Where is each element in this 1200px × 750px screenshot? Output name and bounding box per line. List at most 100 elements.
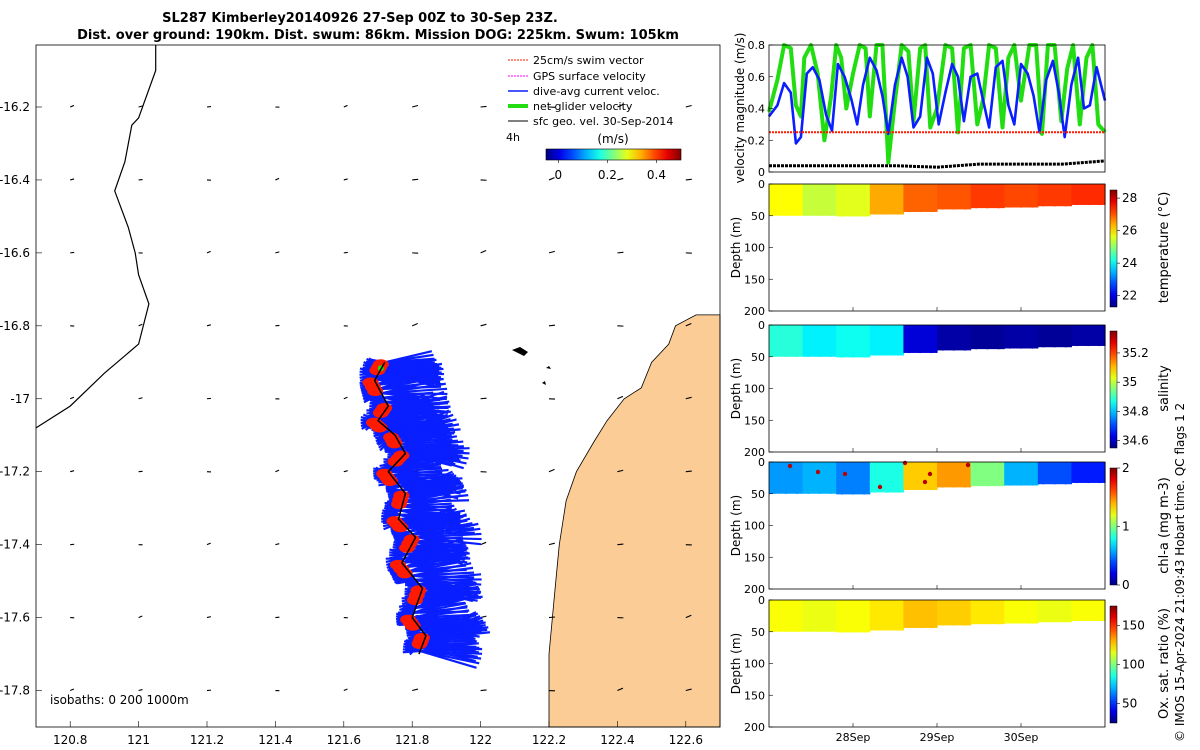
- section-colorbar-tick-label: 50: [1122, 697, 1137, 711]
- section-bottom-dot: [1041, 618, 1046, 623]
- section-bottom-dot: [1063, 480, 1069, 485]
- geo-vector: [275, 469, 280, 473]
- section-bottom-dot: [1041, 202, 1046, 207]
- geo-vector: [343, 178, 348, 181]
- map-x-tick-label: 122: [469, 733, 492, 747]
- section-bottom-dot: [985, 619, 990, 625]
- geo-vector: [138, 323, 143, 327]
- section-bottom-dot: [1007, 619, 1012, 624]
- geo-vector: [548, 468, 555, 473]
- chl-high-sample: [902, 460, 908, 466]
- chl-high-sample: [877, 484, 883, 490]
- map-x-tick-label: 121.6: [327, 733, 361, 747]
- geo-vector: [343, 688, 348, 692]
- section-y-tick-label: 150: [744, 689, 765, 702]
- geo-vector: [275, 251, 280, 254]
- section-cell: [836, 325, 871, 358]
- section-bottom-dot: [1018, 481, 1024, 486]
- section-bottom-dot: [962, 621, 968, 626]
- section-bottom-dot: [996, 344, 1001, 350]
- geo-vector: [70, 470, 75, 473]
- geo-vector: [343, 104, 348, 108]
- section-bottom-dot: [873, 626, 878, 631]
- geo-vector: [206, 616, 212, 619]
- section-bottom-dot: [951, 621, 956, 626]
- map-y-tick-label: -17.6: [0, 611, 30, 625]
- section-bottom-dot: [940, 621, 945, 626]
- section-cell: [769, 462, 804, 494]
- section-bottom-dot: [1018, 344, 1024, 349]
- section-cell: [937, 462, 972, 488]
- section-bottom-dot: [828, 489, 833, 494]
- time-axis-ticks: 28Sep 29Sep 30Sep: [836, 731, 1039, 744]
- island-outlines: [512, 347, 551, 385]
- geo-vector: [685, 470, 692, 473]
- geo-vector: [412, 104, 419, 108]
- section-bottom-dot: [1086, 616, 1091, 622]
- section-cell: [769, 184, 804, 216]
- geo-vector: [275, 543, 280, 546]
- velocity-y-tick-label: 0.4: [748, 103, 766, 116]
- section-bottom-dot: [985, 481, 990, 487]
- section-cell: [903, 600, 938, 628]
- section-bottom-dot: [1030, 203, 1035, 208]
- velocity-y-tick-label: 0.6: [748, 71, 766, 84]
- section-cell: [903, 184, 938, 212]
- section-y-tick-label: 200: [744, 721, 765, 734]
- section-bottom-dot: [884, 488, 889, 493]
- series-sfc-geo-vel-: [769, 159, 1106, 169]
- section-y-tick-label: 100: [744, 520, 765, 533]
- section-colorbar-label: Ox. sat. ratio (%): [1157, 608, 1172, 719]
- section-bottom-dot: [806, 211, 811, 216]
- time-tick-label: 29Sep: [920, 731, 955, 744]
- section-y-tick-label: 0: [758, 594, 765, 607]
- section-cell: [903, 325, 938, 353]
- colorbar-tick-label: 0: [554, 168, 562, 182]
- section-cell: [1037, 600, 1072, 623]
- map-y-tick-label: -17.4: [0, 538, 30, 552]
- section-bottom-dot: [929, 623, 934, 629]
- section-cell: [1004, 462, 1039, 486]
- section-bottom-dot: [794, 352, 800, 357]
- section-panel-3: 0 50 100 150 200 Depth (m) 0 1 2 chl-a (mg m-3): [729, 456, 1172, 596]
- title-line-1: SL287 Kimberley20140926 27-Sep 00Z to 30…: [162, 11, 558, 26]
- chl-high-sample: [965, 462, 971, 468]
- isobath-label: isobaths: 0 200 1000m: [50, 693, 189, 707]
- velocity-y-tick-label: 0: [758, 166, 765, 179]
- section-bottom-dot: [1007, 203, 1012, 208]
- section-bottom-dot: [1097, 478, 1102, 484]
- section-bottom-dot: [783, 211, 788, 216]
- section-bottom-dot: [1018, 619, 1024, 624]
- section-bottom-dot: [974, 481, 979, 487]
- glider-track: [373, 361, 427, 655]
- geo-vector: [685, 614, 692, 619]
- map-legend: 25cm/s swim vector GPS surface velocity …: [506, 54, 682, 182]
- legend-time-label: 4h: [506, 131, 520, 144]
- section-bottom-dot: [1052, 480, 1057, 485]
- section-bottom-dot: [1074, 478, 1080, 484]
- section-bottom-dot: [817, 352, 822, 357]
- colorbar-tick-label: 0.2: [598, 168, 617, 182]
- section-bottom-dot: [850, 212, 856, 217]
- section-bottom-dot: [951, 346, 956, 351]
- section-cell: [1004, 325, 1039, 349]
- geo-vector: [480, 397, 487, 400]
- map-y-tick-label: -16.6: [0, 246, 30, 260]
- section-cell: [869, 325, 904, 356]
- time-tick-label: 30Sep: [1004, 731, 1039, 744]
- section-bottom-dot: [996, 481, 1001, 487]
- section-cell: [1037, 325, 1072, 348]
- section-panel-1: 0 50 100 150 200 Depth (m) 22 24 26 28 temperature…: [729, 178, 1172, 318]
- section-y-tick-label: 100: [744, 383, 765, 396]
- section-cell: [1071, 325, 1106, 346]
- section-bottom-dot: [918, 623, 923, 629]
- section-colorbar-tick-label: 100: [1122, 658, 1145, 672]
- section-bottom-dot: [817, 211, 822, 216]
- geo-velocity-vectors: [69, 104, 692, 692]
- chl-high-sample: [842, 471, 848, 477]
- geo-vector: [480, 105, 487, 108]
- section-bottom-dot: [1074, 200, 1080, 206]
- section-bottom-dot: [862, 490, 867, 495]
- map-x-tick-label: 122.4: [600, 733, 634, 747]
- section-y-tick-label: 200: [744, 583, 765, 596]
